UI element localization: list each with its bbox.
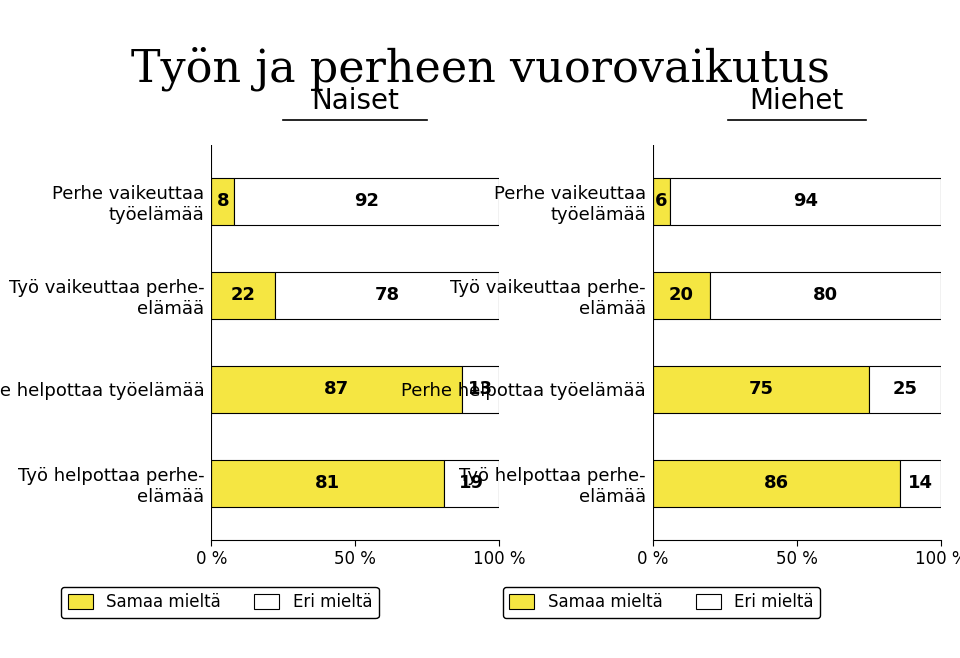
Bar [211, 272, 275, 318]
Bar [869, 366, 941, 413]
Text: 14: 14 [908, 474, 933, 492]
Bar [653, 460, 900, 507]
Bar [653, 272, 710, 318]
Bar [275, 272, 499, 318]
Text: 13: 13 [468, 380, 493, 398]
Text: 92: 92 [354, 192, 379, 210]
Bar [462, 366, 499, 413]
Text: 8: 8 [216, 192, 229, 210]
Bar [670, 178, 941, 224]
Bar [900, 460, 941, 507]
Bar [234, 178, 499, 224]
Bar [710, 272, 941, 318]
Text: 78: 78 [374, 286, 399, 304]
Text: 20: 20 [669, 286, 694, 304]
Bar [653, 366, 869, 413]
Text: 22: 22 [230, 286, 255, 304]
Text: Naiset: Naiset [311, 87, 399, 115]
Bar [211, 178, 234, 224]
Text: 81: 81 [315, 474, 341, 492]
Text: Miehet: Miehet [750, 87, 844, 115]
Text: 75: 75 [748, 380, 774, 398]
Bar [653, 178, 670, 224]
Legend: Samaa mieltä, Eri mieltä: Samaa mieltä, Eri mieltä [61, 587, 378, 618]
Text: 86: 86 [764, 474, 789, 492]
Text: 19: 19 [459, 474, 485, 492]
Legend: Samaa mieltä, Eri mieltä: Samaa mieltä, Eri mieltä [503, 587, 820, 618]
Text: Työn ja perheen vuorovaikutus: Työn ja perheen vuorovaikutus [131, 46, 829, 91]
Bar [444, 460, 499, 507]
Bar [211, 460, 444, 507]
Bar [211, 366, 462, 413]
Text: 80: 80 [813, 286, 838, 304]
Text: 25: 25 [892, 380, 918, 398]
Text: 94: 94 [793, 192, 818, 210]
Text: 87: 87 [324, 380, 349, 398]
Text: 6: 6 [655, 192, 668, 210]
